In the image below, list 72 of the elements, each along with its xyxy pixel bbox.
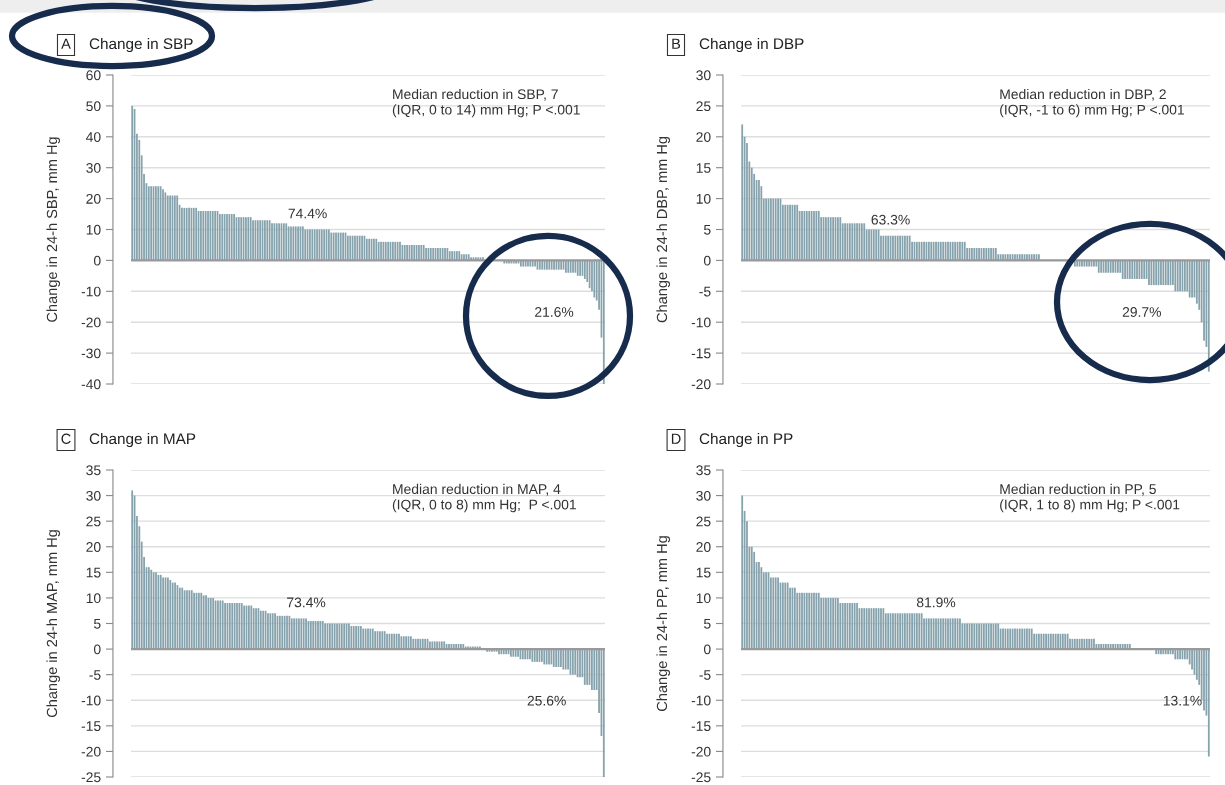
annotation: 81.9% — [916, 597, 956, 608]
chart-title: Change in PP — [699, 432, 793, 448]
y-tick-label: 30 — [86, 490, 101, 501]
y-tick-label: 15 — [86, 567, 101, 578]
text: D — [671, 433, 681, 444]
y-tick-label: 20 — [86, 542, 101, 552]
y-tick-label: -20 — [691, 746, 711, 757]
y-tick-label: 30 — [696, 490, 711, 501]
y-tick-label: 0 — [703, 255, 711, 266]
y-tick-label: -10 — [691, 317, 711, 328]
y-tick-label: 10 — [696, 593, 711, 604]
text: C — [61, 433, 71, 444]
y-tick-label: 20 — [696, 542, 711, 552]
y-axis-title: Change in 24-h DBP, mm Hg — [656, 136, 670, 323]
y-tick-label: 10 — [696, 193, 711, 204]
y-tick-label: 10 — [86, 593, 101, 604]
y-tick-label: 5 — [93, 618, 101, 629]
y-axis-title: Change in 24-h PP, mm Hg — [656, 536, 670, 711]
y-tick-label: -30 — [81, 348, 101, 359]
chart-title: Change in SBP — [89, 37, 193, 53]
annotation: 63.3% — [871, 214, 910, 225]
y-tick-label: 30 — [86, 163, 101, 173]
annotation: 13.1% — [1163, 695, 1202, 706]
y-axis-title: Change in 24-h SBP, mm Hg — [46, 137, 60, 322]
y-tick-label: 60 — [86, 70, 101, 81]
annotation: 29.7% — [1122, 307, 1161, 317]
y-tick-label: 20 — [696, 132, 711, 142]
y-tick-label: -5 — [699, 286, 711, 297]
y-tick-label: -20 — [691, 379, 711, 390]
y-tick-label: -5 — [89, 670, 101, 680]
chart-title: Change in DBP — [699, 37, 804, 53]
y-tick-label: -15 — [691, 721, 711, 731]
y-tick-label: -20 — [81, 317, 101, 328]
y-tick-label: -10 — [691, 695, 711, 706]
y-tick-label: -20 — [81, 746, 101, 757]
annotation: 74.4% — [288, 208, 327, 219]
y-tick-label: 35 — [86, 465, 101, 476]
text: B — [672, 38, 681, 49]
y-tick-label: -25 — [691, 772, 711, 783]
y-tick-label: 5 — [703, 618, 711, 629]
y-tick-label: 35 — [696, 465, 711, 476]
y-tick-label: 10 — [86, 224, 101, 235]
chart-title: Change in MAP — [89, 432, 196, 448]
y-tick-label: 25 — [696, 101, 711, 112]
y-tick-label: -10 — [81, 695, 101, 706]
y-tick-label: 25 — [696, 516, 711, 527]
y-tick-label: 30 — [696, 70, 711, 81]
annotation: Median reduction in PP, 5 (IQR, 1 to 8) mm Hg; P <.001 — [1000, 483, 1180, 513]
y-tick-label: -10 — [81, 286, 101, 297]
y-axis-title: Change in 24-h MAP, mm Hg — [46, 530, 60, 718]
y-tick-label: -25 — [81, 772, 101, 783]
y-tick-label: -5 — [699, 670, 711, 680]
y-tick-label: 50 — [86, 101, 101, 112]
y-tick-label: 15 — [696, 163, 711, 173]
y-tick-label: 0 — [703, 644, 711, 655]
y-tick-label: 15 — [696, 567, 711, 578]
y-tick-label: 40 — [86, 132, 101, 142]
text: A — [61, 38, 71, 49]
y-tick-label: -40 — [81, 379, 101, 390]
y-tick-label: 0 — [93, 255, 101, 266]
y-tick-label: 5 — [703, 224, 711, 235]
annotation: 21.6% — [535, 307, 574, 317]
y-tick-label: -15 — [81, 721, 101, 731]
annotation: 73.4% — [287, 597, 326, 608]
y-tick-label: -15 — [691, 348, 711, 359]
annotation: Median reduction in MAP, 4 (IQR, 0 to 8) mm Hg; P <.001 — [392, 483, 576, 513]
annotation: 25.6% — [527, 695, 566, 706]
y-tick-label: 0 — [93, 644, 101, 655]
annotation: Median reduction in SBP, 7 (IQR, 0 to 14) mm Hg; P <.001 — [392, 88, 580, 118]
y-tick-label: 25 — [86, 516, 101, 527]
y-tick-label: 20 — [86, 193, 101, 204]
annotation: Median reduction in DBP, 2 (IQR, -1 to 6) mm Hg; P <.001 — [1000, 88, 1184, 118]
